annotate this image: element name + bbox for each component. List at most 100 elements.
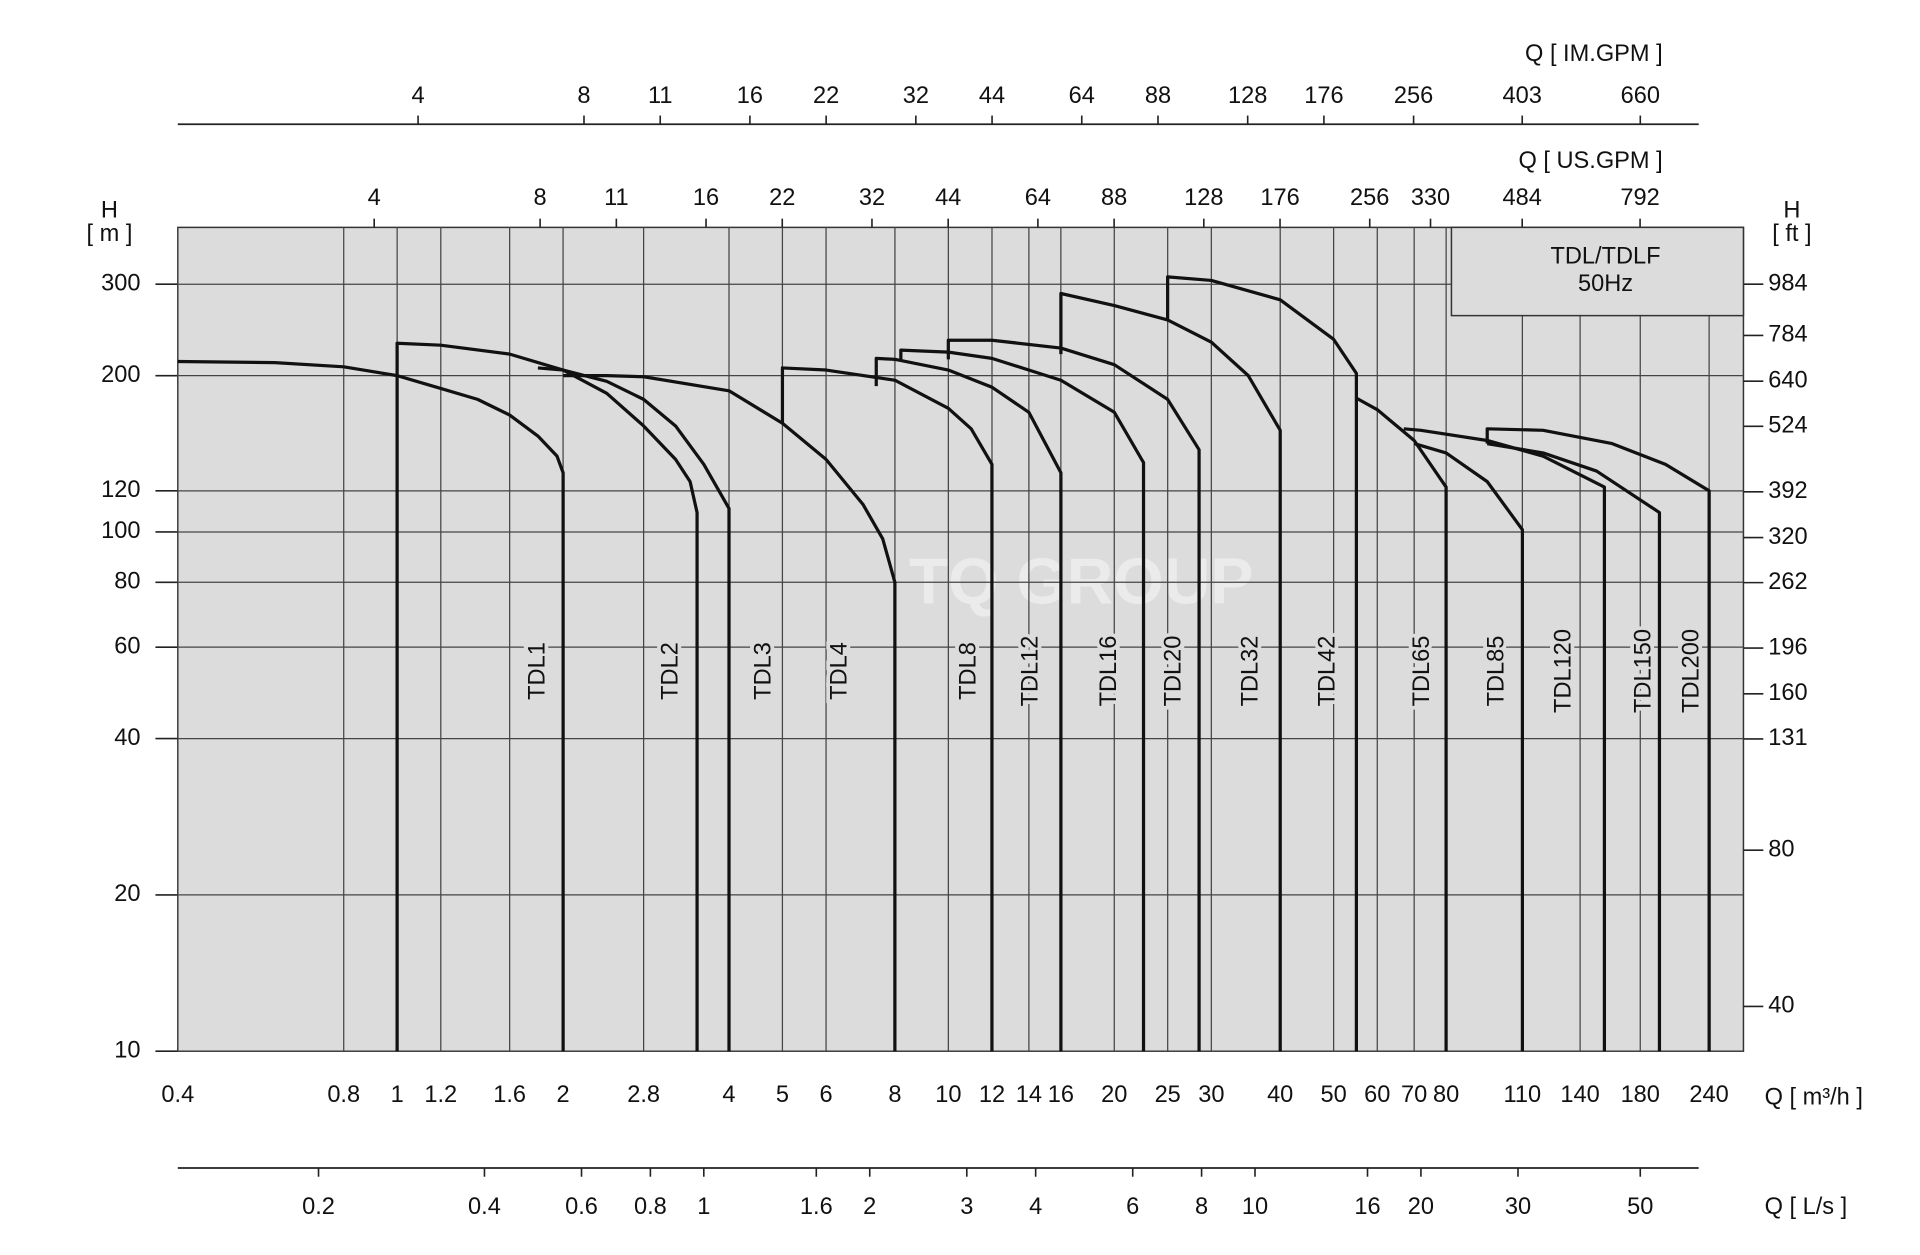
x-tick-label: 70 [1401, 1082, 1427, 1108]
y-tick-label: 20 [114, 881, 140, 907]
x-tick-label: 6 [820, 1082, 833, 1108]
watermark: TQ GROUP [909, 546, 1254, 618]
pump-curve [1486, 442, 1662, 1052]
series-label: TDL200 [1679, 629, 1705, 713]
y-tick-label: 10 [114, 1037, 140, 1063]
annotation-box [1450, 226, 1745, 317]
x-tick-label: 1 [391, 1082, 404, 1108]
secondary-x-tick-label: 16 [737, 83, 763, 109]
pump-curve [946, 338, 1201, 1052]
secondary-x-tick-label: 30 [1505, 1194, 1531, 1220]
series-label: TDL20 [1161, 636, 1187, 707]
pump-curve [780, 366, 994, 1052]
x-tick-label: 8 [888, 1082, 901, 1108]
secondary-x-tick-label: 44 [979, 83, 1005, 109]
secondary-x-tick-label: 128 [1228, 83, 1267, 109]
x-tick-label: 2 [557, 1082, 570, 1108]
x-tick-label: 12 [979, 1082, 1005, 1108]
x-tick-label: 0.8 [327, 1082, 360, 1108]
secondary-x-tick-label: 88 [1101, 185, 1127, 211]
secondary-x-tick-label: 176 [1304, 83, 1343, 109]
secondary-x-tick-label: 1 [697, 1194, 710, 1220]
series-label: TDL4 [826, 642, 852, 700]
secondary-x-tick-label: 10 [1242, 1194, 1268, 1220]
secondary-x-tick-label: 484 [1503, 185, 1542, 211]
y2-tick-label: 784 [1768, 322, 1807, 348]
secondary-x-tick-label: 8 [534, 185, 547, 211]
pump-curve [1355, 396, 1448, 1052]
x-tick-label: 5 [776, 1082, 789, 1108]
y2-tick-label: 160 [1768, 680, 1807, 706]
x-tick-label: 2.8 [627, 1082, 660, 1108]
y2-tick-label: 392 [1768, 478, 1807, 504]
series-label: TDL3 [751, 642, 777, 700]
series-label: TDL16 [1096, 636, 1122, 707]
secondary-x-tick-label: 4 [412, 83, 425, 109]
y2-tick-label: 984 [1768, 270, 1807, 296]
secondary-x-tick-label: 0.4 [468, 1194, 501, 1220]
x-tick-label: 16 [1048, 1082, 1074, 1108]
secondary-x-tick-label: 22 [769, 185, 795, 211]
series-label: TDL120 [1551, 629, 1577, 713]
x-tick-label: 40 [1267, 1082, 1293, 1108]
secondary-x-tick-label: 0.2 [302, 1194, 335, 1220]
secondary-x-tick-label: 4 [368, 185, 381, 211]
secondary-x-tick-label: 16 [693, 185, 719, 211]
secondary-x-tick-label: 128 [1184, 185, 1223, 211]
secondary-x-tick-label: 330 [1411, 185, 1450, 211]
secondary-x-tick-label: 32 [859, 185, 885, 211]
pump-curve [1059, 291, 1282, 1052]
secondary-axis-label: Q [ IM.GPM ] [1525, 41, 1663, 67]
pump-curve [1166, 275, 1358, 1052]
secondary-x-tick-label: 11 [604, 185, 629, 211]
y2-tick-label: 320 [1768, 524, 1807, 550]
x-tick-label: 50 [1320, 1082, 1346, 1108]
series-label: TDL32 [1238, 636, 1264, 707]
x-tick-label: 1.6 [493, 1082, 526, 1108]
x-tick-label: 60 [1364, 1082, 1390, 1108]
secondary-x-tick-label: 0.6 [565, 1194, 598, 1220]
series-label: TDL2 [657, 642, 683, 700]
x-tick-label: 20 [1101, 1082, 1127, 1108]
pump-curve [1485, 427, 1711, 1052]
secondary-x-tick-label: 0.8 [634, 1194, 667, 1220]
pump-curve [563, 374, 897, 1052]
x-axis-label: Q [ m³/h ] [1765, 1085, 1863, 1111]
secondary-x-tick-label: 50 [1627, 1194, 1653, 1220]
pump-curve [395, 341, 699, 1052]
secondary-x-tick-label: 792 [1620, 185, 1659, 211]
y-axis-label: [ m ] [87, 221, 133, 247]
x-tick-label: 80 [1433, 1082, 1459, 1108]
annotation: 50Hz [1578, 271, 1633, 297]
secondary-x-tick-label: 64 [1069, 83, 1095, 109]
y-tick-label: 100 [101, 518, 140, 544]
secondary-x-tick-label: 3 [960, 1194, 973, 1220]
x-tick-label: 180 [1621, 1082, 1660, 1108]
secondary-x-tick-label: 8 [1195, 1194, 1208, 1220]
pump-curve [177, 359, 565, 1052]
secondary-x-tick-label: 176 [1260, 185, 1299, 211]
y2-tick-label: 40 [1768, 993, 1794, 1019]
y-axis-label: H [101, 197, 118, 223]
secondary-x-tick-label: 16 [1354, 1194, 1380, 1220]
pump-curve [537, 366, 731, 1052]
series-label: TDL1 [524, 642, 550, 700]
series-label: TDL85 [1484, 636, 1510, 707]
x-tick-label: 0.4 [161, 1082, 194, 1108]
y2-tick-label: 262 [1768, 569, 1807, 595]
x-tick-label: 240 [1689, 1082, 1728, 1108]
x-tick-label: 140 [1560, 1082, 1599, 1108]
y2-axis-label: [ ft ] [1772, 221, 1811, 247]
y2-axis-label: H [1783, 197, 1800, 223]
x-tick-label: 10 [935, 1082, 961, 1108]
secondary-x-tick-label: 64 [1025, 185, 1051, 211]
secondary-x-tick-label: 88 [1145, 83, 1171, 109]
series-label: TDL65 [1409, 636, 1435, 707]
pump-curve [874, 356, 1063, 1052]
secondary-x-tick-label: 44 [935, 185, 961, 211]
y-tick-label: 300 [101, 270, 140, 296]
x-tick-label: 30 [1198, 1082, 1224, 1108]
series-label: TDL12 [1018, 636, 1044, 707]
